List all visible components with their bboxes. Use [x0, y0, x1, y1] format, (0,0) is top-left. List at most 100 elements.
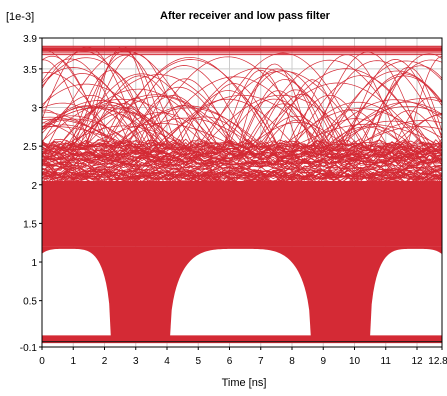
trace-line: [42, 67, 149, 147]
y-tick-label: 2.5: [23, 142, 37, 153]
trace-line: [42, 144, 442, 156]
trace-line: [42, 173, 442, 184]
trace-line: [42, 118, 132, 150]
x-tick-label: 6: [227, 356, 233, 367]
trace-line: [42, 154, 442, 165]
trace-line: [42, 164, 442, 176]
trace-line: [245, 59, 412, 151]
trace-line: [137, 56, 316, 151]
trace-line: [156, 94, 326, 151]
trace-line: [332, 126, 415, 151]
trace-line: [372, 110, 442, 151]
trace-line: [42, 106, 190, 149]
trace-line: [45, 50, 206, 151]
trace-line: [329, 101, 442, 151]
trace-line: [319, 70, 442, 151]
x-tick-label: 8: [289, 356, 295, 367]
x-tick-label: 12: [411, 356, 423, 367]
y-tick-label: 3: [31, 104, 37, 115]
trace-line: [344, 59, 442, 151]
eye-opening: [42, 248, 111, 336]
eye-opening: [370, 248, 442, 336]
x-axis: 0 1 2 3 4 5 6 7 8 9 10 11 12 12.8: [39, 347, 447, 367]
trace-line: [42, 160, 442, 171]
trace-line: [248, 82, 427, 151]
trace-line: [42, 162, 442, 173]
trace-line: [201, 52, 365, 151]
trace-line: [304, 60, 442, 151]
trace-line: [42, 124, 116, 149]
trace-line: [85, 75, 192, 151]
trace-line: [81, 96, 236, 151]
x-tick-label: 1: [70, 356, 76, 367]
trace-line: [42, 57, 170, 146]
trace-line: [135, 78, 234, 151]
y-tick-label: 1.5: [23, 219, 37, 230]
trace-line: [359, 65, 442, 151]
trace-line: [108, 107, 269, 151]
trace-line: [397, 114, 442, 151]
plot-border: [41, 37, 443, 348]
trace-line: [42, 173, 442, 184]
plot-frame: [41, 37, 443, 348]
x-tick-label: 4: [164, 356, 170, 367]
y-tick-label: 2: [31, 181, 37, 192]
trace-line: [245, 122, 349, 151]
trace-line: [322, 60, 442, 151]
trace-line: [350, 120, 442, 151]
trace-line: [239, 90, 316, 151]
y-tick-label: -0.1: [20, 343, 38, 354]
trace-line: [42, 109, 82, 147]
x-tick-label: 7: [258, 356, 264, 367]
trace-line: [42, 111, 126, 151]
x-tick-label: 2: [102, 356, 108, 367]
x-axis-label: Time [ns]: [222, 377, 267, 389]
trace-line: [72, 54, 177, 151]
x-tick-label: 0: [39, 356, 45, 367]
trace-group: [42, 45, 442, 344]
trace-line: [347, 126, 442, 151]
trace-line: [42, 145, 442, 156]
trace-line: [55, 125, 190, 151]
trace-line: [146, 76, 323, 151]
trace-line: [42, 116, 129, 151]
trace-line: [69, 74, 248, 151]
trace-line: [42, 72, 117, 147]
trace-line: [261, 93, 341, 151]
trace-line: [255, 115, 334, 151]
trace-line: [42, 149, 442, 159]
trace-line: [220, 70, 344, 151]
trace-line: [68, 111, 185, 151]
trace-line: [287, 101, 426, 151]
trace-line: [337, 98, 442, 151]
eye-opening: [170, 248, 311, 336]
x-tick-label: 11: [381, 356, 392, 367]
y-tick-label: 1: [31, 258, 37, 269]
trace-line: [226, 68, 325, 151]
trace-line: [336, 75, 442, 151]
trace-line: [314, 109, 391, 151]
y-tick-label: 0.5: [23, 297, 37, 308]
trace-line: [42, 73, 147, 149]
trace-line: [277, 108, 441, 151]
x-tick-label: 12.8: [428, 356, 447, 367]
y-unit-label: [1e-3]: [6, 11, 34, 23]
trace-band: [42, 180, 442, 247]
trace-line: [55, 104, 163, 151]
y-tick-label: 3.5: [23, 65, 37, 76]
trace-line: [67, 94, 243, 151]
trace-line: [117, 65, 250, 151]
eye-traces: [42, 45, 442, 344]
x-tick-label: 10: [349, 356, 361, 367]
trace-line: [124, 95, 220, 151]
trace-line: [237, 79, 330, 151]
trace-line: [368, 67, 442, 151]
x-tick-label: 3: [133, 356, 139, 367]
trace-line: [42, 55, 108, 150]
trace-line: [237, 63, 310, 151]
y-axis: -0.1 0.5 1 1.5 2 2.5 3 3.5 3.9: [20, 34, 42, 354]
trace-line: [42, 115, 136, 149]
trace-line: [42, 94, 141, 146]
trace-line: [42, 100, 178, 150]
